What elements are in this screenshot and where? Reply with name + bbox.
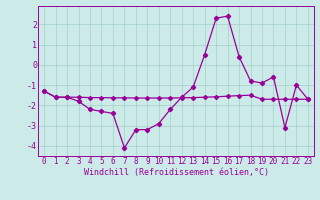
X-axis label: Windchill (Refroidissement éolien,°C): Windchill (Refroidissement éolien,°C) xyxy=(84,168,268,177)
